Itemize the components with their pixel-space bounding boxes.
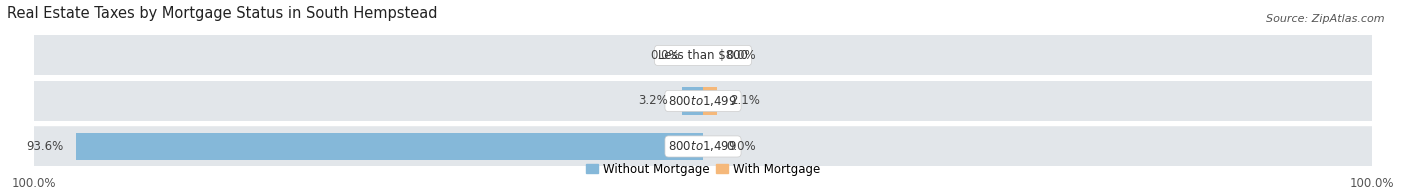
Text: $800 to $1,499: $800 to $1,499 — [668, 140, 738, 153]
Bar — [34, 81, 1372, 121]
Text: Less than $800: Less than $800 — [658, 49, 748, 62]
Text: Source: ZipAtlas.com: Source: ZipAtlas.com — [1267, 14, 1385, 24]
Text: 2.1%: 2.1% — [731, 94, 761, 107]
Bar — [703, 87, 717, 115]
Text: 0.0%: 0.0% — [650, 49, 679, 62]
Bar — [34, 126, 1372, 166]
Bar — [76, 133, 703, 160]
Text: 3.2%: 3.2% — [638, 94, 668, 107]
Text: Real Estate Taxes by Mortgage Status in South Hempstead: Real Estate Taxes by Mortgage Status in … — [7, 5, 437, 21]
Text: 0.0%: 0.0% — [727, 140, 756, 153]
Text: 93.6%: 93.6% — [25, 140, 63, 153]
Bar — [34, 35, 1372, 75]
Legend: Without Mortgage, With Mortgage: Without Mortgage, With Mortgage — [581, 158, 825, 181]
Text: $800 to $1,499: $800 to $1,499 — [668, 94, 738, 108]
Text: 0.0%: 0.0% — [727, 49, 756, 62]
Bar — [682, 87, 703, 115]
